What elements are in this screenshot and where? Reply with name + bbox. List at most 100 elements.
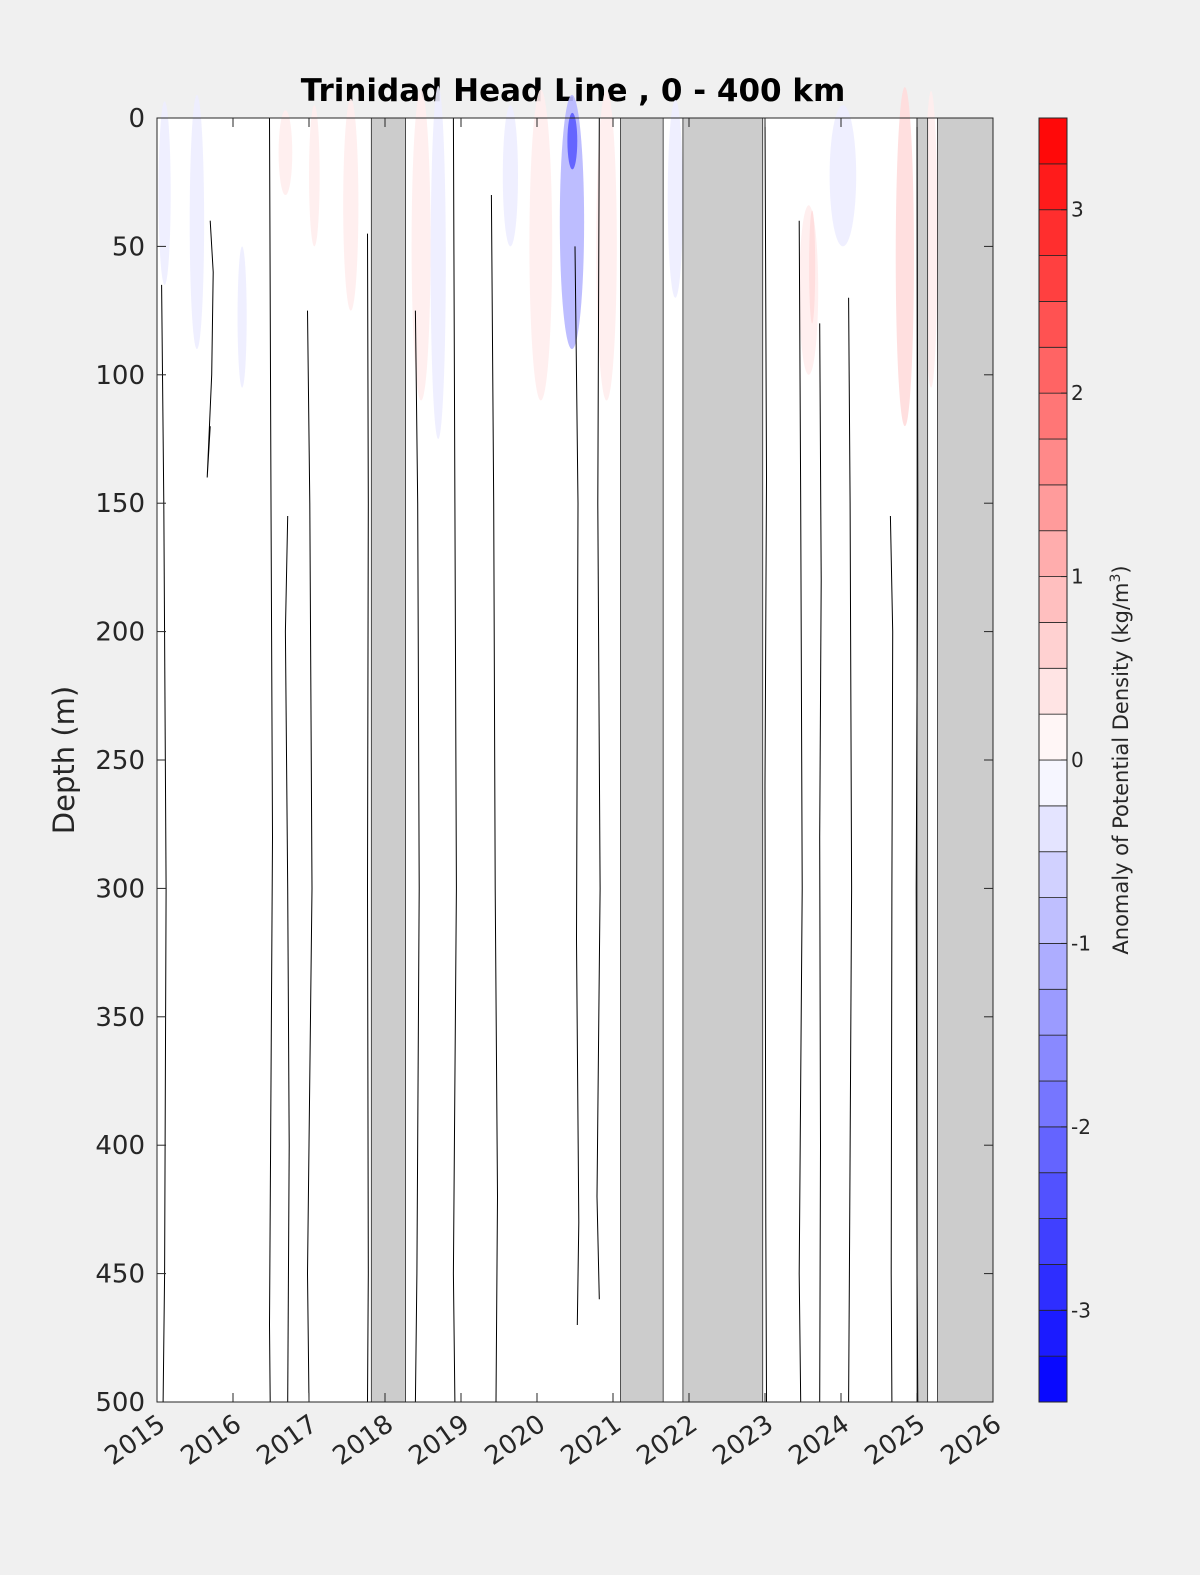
anomaly-patch (667, 100, 683, 298)
anomaly-patches (158, 85, 938, 439)
colorbar-segment (1038, 988, 1068, 1036)
y-tick-label: 50 (112, 232, 145, 262)
colorbar-segment (1038, 759, 1068, 807)
anomaly-patch (430, 85, 446, 439)
colorbar-segment (1038, 1080, 1068, 1128)
colorbar: -3 -2 -1 0 1 2 3 (1038, 117, 1091, 1403)
y-tick-label: 0 (128, 104, 145, 134)
x-tick-label: 2026 (936, 1409, 1007, 1472)
x-tick-label: 2021 (556, 1409, 627, 1472)
y-tick-label: 250 (95, 746, 145, 776)
contour-line (915, 117, 919, 1403)
x-tick-label: 2015 (100, 1409, 171, 1472)
contour-line (268, 117, 274, 1403)
colorbar-segment (1038, 117, 1068, 165)
colorbar-segment (1038, 622, 1068, 669)
colorbar-tick-label: 3 (1071, 198, 1084, 222)
anomaly-patch (799, 205, 819, 375)
x-tick-label: 2016 (176, 1409, 247, 1472)
colorbar-segment (1038, 163, 1068, 211)
anomaly-patch (529, 89, 553, 401)
anomaly-patch (237, 246, 247, 388)
colorbar-segment (1038, 255, 1068, 302)
x-tick-label: 2019 (404, 1409, 475, 1472)
anomaly-patch (809, 210, 816, 324)
anomaly-patch (567, 112, 578, 170)
x-tick-label: 2024 (784, 1409, 855, 1472)
contour-line (206, 220, 214, 478)
colorbar-tick-label: -1 (1071, 931, 1091, 955)
y-tick-label: 300 (95, 874, 145, 904)
y-tick-label: 150 (95, 489, 145, 519)
colorbar-segment (1038, 438, 1068, 486)
contour-line (596, 117, 601, 1300)
x-tick-label: 2022 (632, 1409, 703, 1472)
colorbar-segment (1038, 392, 1068, 440)
anomaly-patch (502, 105, 518, 247)
contour-line (284, 515, 290, 1403)
colorbar-segment (1038, 943, 1068, 990)
colorbar-segment (1038, 1264, 1068, 1311)
y-tick-label: 400 (95, 1131, 145, 1161)
anomaly-patch (411, 89, 431, 401)
x-tick-label: 2017 (252, 1409, 323, 1472)
contour-line (414, 310, 420, 1403)
colorbar-segment (1038, 1309, 1068, 1357)
anomaly-patch (596, 89, 617, 401)
contour-line (490, 194, 499, 1403)
anomaly-patch (158, 101, 171, 285)
zero-contour-lines (161, 117, 919, 1403)
anomaly-patch (829, 105, 857, 247)
colorbar-segment (1038, 1172, 1068, 1219)
contour-line (798, 220, 803, 1403)
contour-line (366, 233, 369, 1403)
colorbar-segment (1038, 897, 1068, 944)
y-tick-label: 200 (95, 618, 145, 648)
no-data-band (916, 117, 929, 1403)
colorbar-segment (1038, 1218, 1068, 1265)
contour-line (764, 117, 768, 1403)
y-tick-label: 100 (95, 361, 145, 391)
contour-line (452, 117, 457, 1403)
anomaly-patch (343, 98, 359, 311)
colorbar-segment (1038, 576, 1068, 623)
y-axis-label: Depth (m) (47, 686, 81, 834)
contour-line (306, 310, 313, 1403)
contour-line (574, 246, 580, 1326)
x-tick-label: 2020 (480, 1409, 551, 1472)
no-data-band (937, 117, 994, 1403)
plot-area: 2015 2016 2017 2018 2019 2020 2021 2022 2023 2024… (95, 85, 1007, 1472)
colorbar-segment (1038, 346, 1068, 394)
colorbar-segment (1038, 1355, 1068, 1403)
colorbar-segment (1038, 530, 1068, 577)
colorbar-segment (1038, 667, 1068, 715)
colorbar-label: Anomaly of Potential Density (kg/m3) (1108, 565, 1133, 954)
contour-line (889, 515, 894, 1403)
y-tick-label: 350 (95, 1003, 145, 1033)
contour-line (848, 297, 853, 1403)
colorbar-segment (1038, 805, 1068, 853)
anomaly-patch (559, 94, 585, 350)
anomaly-patch (309, 105, 320, 247)
colorbar-tick-label: -3 (1071, 1298, 1091, 1322)
no-data-band (682, 117, 764, 1403)
y-tick-label: 500 (95, 1388, 145, 1418)
anomaly-patch (278, 110, 293, 196)
no-data-band (370, 117, 406, 1403)
colorbar-tick-label: -2 (1071, 1115, 1091, 1139)
colorbar-tick-label: 0 (1071, 748, 1084, 772)
y-tick-label: 450 (95, 1260, 145, 1290)
colorbar-segment (1038, 301, 1068, 348)
colorbar-segment (1038, 209, 1068, 256)
colorbar-tick-label: 2 (1071, 381, 1084, 405)
colorbar-segment (1038, 1034, 1068, 1082)
colorbar-segment (1038, 484, 1068, 532)
contour-line (819, 323, 822, 1403)
x-tick-label: 2018 (328, 1409, 399, 1472)
colorbar-segment (1038, 713, 1068, 761)
anomaly-patch (895, 87, 914, 427)
x-tick-label: 2023 (708, 1409, 779, 1472)
colorbar-segment (1038, 851, 1068, 898)
no-data-bands (370, 117, 994, 1403)
